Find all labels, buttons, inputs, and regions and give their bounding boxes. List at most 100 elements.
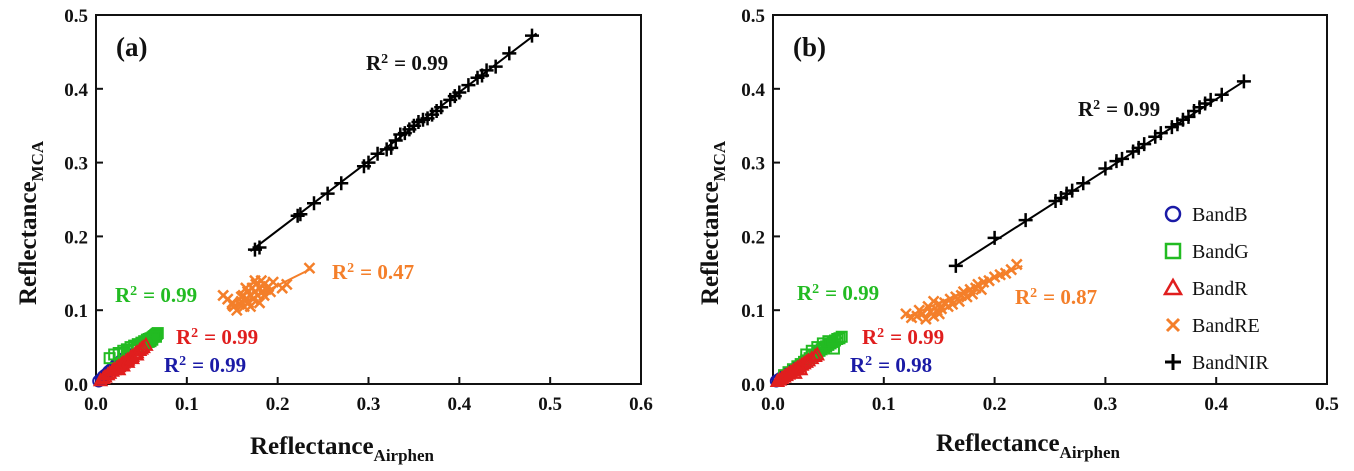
r2-r: R [115,283,131,307]
legend-marker-bandnir [1165,354,1181,370]
x-tick-label: 0.5 [538,394,562,415]
point-bandre [946,298,959,311]
point-bandre [957,285,970,298]
x-tick-label: 0.4 [447,394,471,415]
r2-r: R [366,51,382,75]
point-bandg [827,342,840,355]
r2-label-nir-b: R2 = 0.99 [1078,97,1160,121]
point-bandnir [488,59,503,74]
point-bandnir [502,46,517,61]
r2-exp: 2 [812,282,819,297]
r2-label-re-a: R2 = 0.47 [332,260,414,284]
r2-label-g-a: R2 = 0.99 [115,283,197,307]
point-bandnir [1214,87,1229,102]
r2-value: = 0.87 [1043,285,1097,309]
r2-exp: 2 [865,354,872,369]
legend-marker-bandre [1165,317,1181,333]
x-tick-label: 0.4 [1204,394,1228,415]
legend-marker-bandb [1164,205,1182,223]
panel-b: 0.0 0.1 0.2 0.3 0.4 0.5 0.0 0.1 0.2 0.3 0.4 0.5 (b)… [697,6,1339,462]
point-bandnir [252,240,267,255]
point-bandnir [1076,176,1091,191]
point-bandnir [429,103,444,118]
r2-exp: 2 [179,354,186,369]
point-bandg [835,330,848,343]
point-bandnir [1098,161,1113,176]
point-bandre [920,313,932,325]
point-bandre [280,278,293,291]
r2-r: R [176,325,192,349]
x-label-main: Reflectance [250,433,374,460]
panel-label-b: (b) [793,32,826,62]
x-tick-label: 0.1 [175,394,199,415]
y-tick-label: 0.1 [64,301,88,322]
legend-marker-bandr [1162,277,1184,296]
point-bandre [999,267,1012,280]
point-bandr [135,339,151,354]
y-axis-label-a: ReflectanceMCA [15,140,47,305]
x-tick-label: 0.5 [1315,394,1339,415]
plot-frame-b [772,14,1328,385]
r2-r: R [332,260,348,284]
point-bandnir [452,85,467,100]
r2-label-g-b: R2 = 0.99 [797,281,879,305]
x-tick-label: 0.3 [357,394,381,415]
r2-exp: 2 [1030,286,1037,301]
point-bandnir [1065,183,1080,198]
point-bandre [961,291,973,303]
point-bandr [787,364,803,379]
r2-value: = 0.99 [204,325,258,349]
y-tick-label: 0.4 [741,80,765,101]
x-tick-label: 0.3 [1094,394,1118,415]
point-bandnir [361,155,376,170]
r2-value: = 0.99 [394,51,448,75]
point-bandnir [987,230,1002,245]
point-bandnir [1137,137,1152,152]
y-tick-label: 0.0 [741,375,765,396]
y-label-sub: MCA [710,140,729,181]
r2-label-b-a: R2 = 0.99 [164,353,246,377]
point-bandr [809,346,826,361]
point-bandr [804,350,820,365]
point-bandre [933,308,946,320]
point-bandnir [1018,213,1033,228]
legend-label-bandnir: BandNIR [1192,352,1269,374]
legend-marker-bandg [1164,242,1182,260]
x-label-sub: Airphen [374,446,435,465]
x-tick-label: 0.1 [872,394,896,415]
x-label-sub: Airphen [1060,443,1121,462]
y-tick-label: 0.3 [64,154,88,175]
point-bandre [966,288,979,300]
point-bandre [983,274,995,287]
r2-r: R [862,325,878,349]
r2-r: R [797,281,813,305]
r2-r: R [1015,285,1031,309]
r2-value: = 0.98 [878,353,932,377]
legend-label-bandb: BandB [1192,204,1248,226]
x-tick-label: 0.6 [629,394,653,415]
y-label-main: Reflectance [15,181,42,305]
point-bandnir [384,140,399,155]
point-bandre [226,298,239,311]
legend-label-bandre: BandRE [1192,315,1260,337]
point-bandre [253,296,266,309]
y-tick-label: 0.2 [64,227,88,248]
point-bandnir [293,207,308,222]
point-bandre [244,300,257,313]
point-bandr [129,346,145,361]
point-bandnir [1153,126,1168,141]
x-tick-label: 0.0 [84,394,108,415]
point-bandre [900,308,912,320]
point-bandr [793,361,809,376]
x-tick-label: 0.2 [266,394,290,415]
x-axis-label-a: ReflectanceAirphen [250,433,435,465]
point-bandnir [370,146,385,161]
r2-value: = 0.47 [360,260,414,284]
point-bandre [258,289,270,302]
point-bandr [124,350,141,365]
x-label-main: Reflectance [936,430,1060,457]
panel-label-a: (a) [116,32,147,62]
point-bandr [794,356,810,371]
point-bandr [120,353,136,368]
